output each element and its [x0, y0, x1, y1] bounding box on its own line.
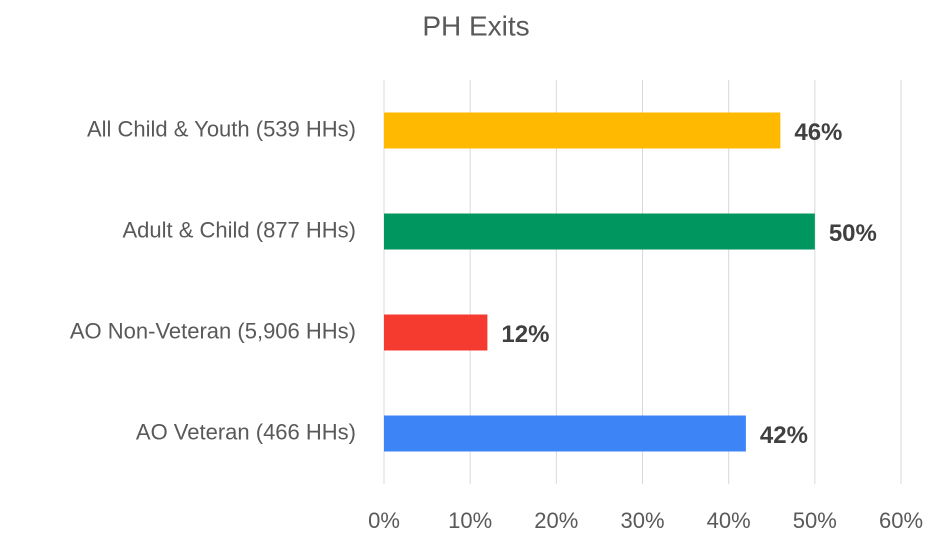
- x-tick-label: 10%: [448, 508, 492, 533]
- value-label: 50%: [829, 220, 877, 247]
- bar: [384, 415, 746, 452]
- bar: [384, 314, 488, 351]
- x-tick-label: 30%: [620, 508, 664, 533]
- y-tick-label: AO Veteran (466 HHs): [136, 419, 356, 444]
- x-tick-label: 20%: [534, 508, 578, 533]
- chart-title: PH Exits: [422, 10, 529, 41]
- x-tick-label: 60%: [879, 508, 923, 533]
- value-label: 12%: [501, 321, 549, 348]
- value-label: 42%: [760, 422, 808, 449]
- y-tick-label: All Child & Youth (539 HHs): [87, 116, 356, 141]
- x-tick-label: 0%: [368, 508, 400, 533]
- y-tick-label: AO Non-Veteran (5,906 HHs): [70, 318, 356, 343]
- bar: [384, 213, 815, 250]
- y-tick-label: Adult & Child (877 HHs): [122, 217, 356, 242]
- bar: [384, 112, 781, 149]
- x-tick-label: 50%: [793, 508, 837, 533]
- value-label: 46%: [794, 119, 842, 146]
- x-tick-label: 40%: [707, 508, 751, 533]
